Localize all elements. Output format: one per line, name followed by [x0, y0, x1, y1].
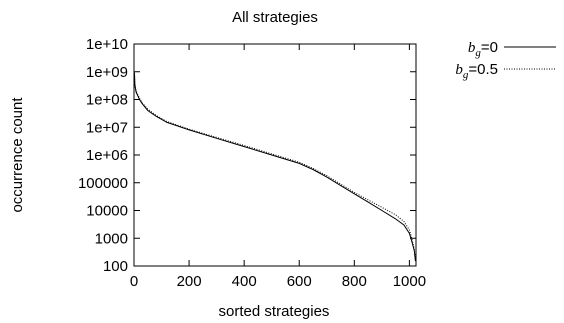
plot-frame [133, 43, 417, 267]
x-tick-label: 0 [130, 273, 138, 290]
x-tick-label: 1000 [393, 273, 426, 290]
y-tick-label: 1e+07 [86, 119, 128, 136]
y-tick-label: 1000 [95, 230, 128, 247]
y-axis-title: occurrence count [9, 97, 26, 213]
series-line-0 [133, 71, 416, 262]
legend-label-1: bg=0.5 [455, 61, 498, 81]
series-line-1 [133, 74, 416, 259]
x-tick-label: 200 [177, 273, 202, 290]
legend-subscript: g [463, 69, 469, 81]
y-tick-label: 1e+06 [86, 147, 128, 164]
legend-symbol: b [455, 62, 463, 78]
x-axis-title: sorted strategies [219, 303, 330, 320]
x-tick-label: 600 [287, 273, 312, 290]
x-tick-label: 400 [232, 273, 257, 290]
legend-label-0: bg=0 [468, 39, 498, 59]
legend-value: =0.5 [468, 61, 498, 78]
legend-value: =0 [481, 39, 498, 56]
legend-subscript: g [475, 47, 481, 59]
tick-group: 0 200 400 600 800 1000 100 1000 10000 100000 1e+06… [78, 36, 426, 290]
y-tick-label: 100000 [78, 175, 128, 192]
y-tick-label: 1e+09 [86, 64, 128, 81]
legend-symbol: b [468, 40, 476, 56]
legend: bg=0bg=0.5 [455, 39, 556, 81]
y-tick-label: 1e+10 [86, 36, 128, 53]
y-tick-label: 1e+08 [86, 92, 128, 109]
series-group [133, 71, 416, 262]
x-tick-label: 800 [342, 273, 367, 290]
y-tick-label: 100 [103, 258, 128, 275]
chart-title: All strategies [232, 9, 318, 26]
y-tick-label: 10000 [86, 203, 128, 220]
